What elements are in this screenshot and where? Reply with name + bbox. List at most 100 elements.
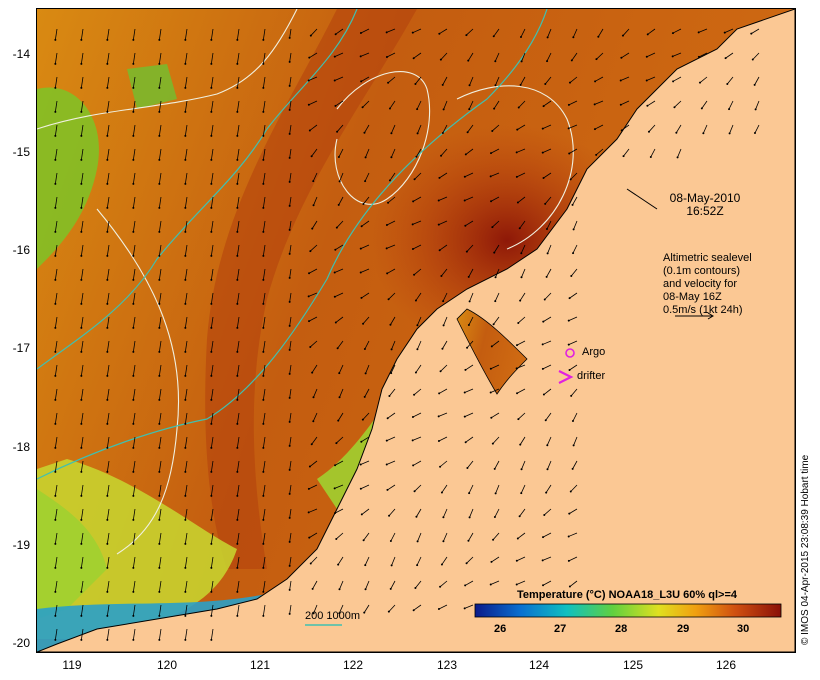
velocity-arrow-head bbox=[546, 36, 549, 39]
bathymetry-label: 200 1000m bbox=[305, 610, 361, 622]
velocity-arrow-head bbox=[567, 103, 570, 106]
velocity-arrow-head bbox=[158, 614, 161, 617]
velocity-arrow bbox=[289, 604, 292, 614]
velocity-arrow bbox=[568, 556, 578, 562]
velocity-arrow-head bbox=[490, 416, 493, 419]
colorbar-tick: 28 bbox=[615, 623, 628, 635]
velocity-arrow-head bbox=[334, 321, 337, 324]
velocity-arrow-head bbox=[570, 394, 573, 397]
altimetry-legend-line-5: 0.5m/s (1kt 24h) bbox=[663, 304, 743, 316]
velocity-arrow-head bbox=[54, 446, 57, 449]
velocity-arrow-head bbox=[385, 56, 388, 59]
velocity-arrow-head bbox=[570, 59, 573, 62]
velocity-arrow-head bbox=[236, 494, 239, 497]
velocity-arrow-head bbox=[335, 226, 338, 229]
velocity-arrow-head bbox=[363, 395, 366, 398]
velocity-arrow-head bbox=[309, 250, 312, 253]
velocity-arrow bbox=[701, 100, 708, 109]
velocity-arrow-head bbox=[210, 134, 213, 137]
velocity-arrow-head bbox=[158, 326, 161, 329]
velocity-arrow bbox=[516, 580, 526, 585]
velocity-arrow-head bbox=[184, 446, 187, 449]
velocity-arrow bbox=[361, 220, 370, 227]
velocity-arrow-head bbox=[236, 62, 239, 65]
velocity-arrow bbox=[184, 100, 188, 112]
velocity-arrow-head bbox=[54, 62, 57, 65]
velocity-arrow bbox=[54, 508, 58, 520]
velocity-arrow-head bbox=[132, 422, 135, 425]
velocity-arrow bbox=[545, 484, 552, 493]
velocity-arrow-head bbox=[385, 463, 388, 466]
velocity-arrow-head bbox=[569, 490, 572, 493]
velocity-arrow-head bbox=[288, 444, 291, 447]
velocity-arrow-head bbox=[312, 180, 315, 183]
velocity-arrow-head bbox=[80, 542, 83, 545]
velocity-arrow-head bbox=[544, 419, 547, 422]
velocity-arrow bbox=[336, 220, 344, 228]
velocity-arrow-head bbox=[309, 562, 312, 565]
velocity-arrow bbox=[468, 484, 474, 494]
velocity-arrow bbox=[54, 28, 58, 40]
velocity-arrow-head bbox=[236, 278, 239, 281]
velocity-arrow-head bbox=[516, 201, 519, 204]
velocity-arrow bbox=[621, 52, 630, 59]
velocity-arrow bbox=[334, 52, 344, 58]
velocity-arrow bbox=[210, 124, 214, 136]
velocity-arrow bbox=[339, 172, 344, 182]
velocity-arrow-head bbox=[569, 178, 572, 181]
velocity-arrow-head bbox=[80, 278, 83, 281]
velocity-arrow-head bbox=[515, 151, 518, 154]
velocity-arrow bbox=[313, 196, 318, 206]
velocity-arrow bbox=[490, 580, 500, 585]
velocity-arrow bbox=[210, 268, 214, 280]
velocity-arrow-head bbox=[334, 248, 337, 251]
velocity-arrow-head bbox=[210, 38, 213, 41]
velocity-arrow-head bbox=[158, 590, 161, 593]
velocity-arrow bbox=[597, 28, 604, 37]
velocity-arrow-head bbox=[415, 155, 418, 158]
velocity-arrow bbox=[80, 244, 84, 256]
velocity-arrow-head bbox=[490, 345, 493, 348]
velocity-arrow-head bbox=[236, 182, 239, 185]
velocity-arrow bbox=[158, 268, 162, 280]
velocity-arrow bbox=[676, 124, 682, 133]
velocity-arrow-head bbox=[288, 156, 291, 159]
velocity-arrow-head bbox=[464, 584, 467, 587]
velocity-arrow-head bbox=[546, 468, 549, 471]
velocity-arrow-head bbox=[184, 350, 187, 353]
velocity-arrow-head bbox=[54, 470, 57, 473]
velocity-arrow-head bbox=[593, 128, 596, 131]
velocity-arrow bbox=[751, 28, 760, 34]
velocity-arrow-head bbox=[468, 300, 471, 303]
velocity-arrow-head bbox=[593, 103, 596, 106]
velocity-arrow-head bbox=[545, 275, 548, 278]
velocity-arrow bbox=[158, 388, 162, 400]
velocity-arrow bbox=[132, 196, 136, 208]
velocity-arrow bbox=[520, 76, 526, 86]
velocity-arrow bbox=[262, 340, 266, 352]
velocity-arrow-head bbox=[413, 490, 416, 493]
velocity-arrow bbox=[438, 220, 448, 226]
velocity-arrow-head bbox=[412, 609, 415, 612]
velocity-arrow bbox=[438, 604, 448, 610]
lat-tick: -19 bbox=[12, 538, 30, 552]
velocity-arrow-head bbox=[132, 494, 135, 497]
velocity-arrow-head bbox=[184, 494, 187, 497]
velocity-arrow bbox=[647, 28, 656, 35]
velocity-arrow bbox=[80, 508, 84, 520]
velocity-arrow-head bbox=[210, 518, 213, 521]
velocity-arrow-head bbox=[262, 278, 265, 281]
velocity-arrow bbox=[386, 460, 396, 465]
velocity-arrow bbox=[728, 100, 734, 110]
velocity-arrow-head bbox=[412, 200, 415, 203]
velocity-arrow-head bbox=[288, 468, 291, 471]
velocity-arrow bbox=[236, 28, 240, 40]
velocity-arrow-head bbox=[364, 156, 367, 159]
velocity-arrow bbox=[289, 556, 292, 566]
velocity-arrow bbox=[542, 124, 552, 129]
velocity-arrow bbox=[439, 244, 448, 251]
velocity-arrow bbox=[572, 460, 578, 470]
velocity-arrow-head bbox=[236, 590, 239, 593]
velocity-arrow bbox=[339, 580, 344, 590]
velocity-arrow-head bbox=[210, 638, 213, 641]
